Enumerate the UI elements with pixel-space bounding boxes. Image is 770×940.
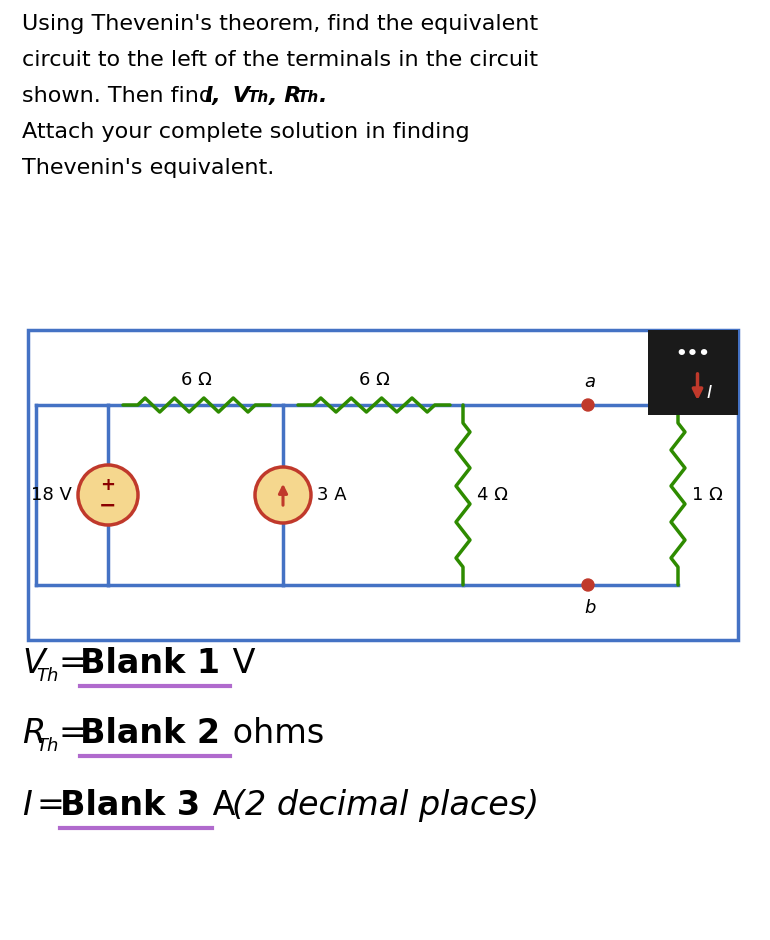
Text: +: + (101, 476, 116, 494)
Text: 1 Ω: 1 Ω (692, 486, 723, 504)
Text: 18 V: 18 V (31, 486, 72, 504)
Text: Th: Th (297, 90, 318, 105)
Text: I: I (22, 789, 32, 822)
Text: b: b (584, 599, 596, 617)
Text: R: R (22, 717, 45, 750)
Text: 3 A: 3 A (317, 486, 347, 504)
Text: =: = (58, 647, 86, 680)
Text: =: = (58, 717, 86, 750)
Circle shape (582, 399, 594, 411)
Text: Blank 3: Blank 3 (60, 789, 200, 822)
Text: Blank 2: Blank 2 (80, 717, 220, 750)
Text: Attach your complete solution in finding: Attach your complete solution in finding (22, 122, 470, 142)
Circle shape (255, 467, 311, 523)
Text: .: . (319, 86, 327, 106)
Text: Th: Th (36, 667, 59, 685)
Text: A: A (202, 789, 246, 822)
Text: V: V (222, 647, 256, 680)
Text: Using Thevenin's theorem, find the equivalent: Using Thevenin's theorem, find the equiv… (22, 14, 538, 34)
Text: ohms: ohms (222, 717, 324, 750)
Text: Th: Th (36, 737, 59, 755)
Text: (2 decimal places): (2 decimal places) (232, 789, 539, 822)
Text: shown. Then find: shown. Then find (22, 86, 220, 106)
Bar (28, 330, 738, 640)
Text: −: − (99, 496, 117, 516)
Bar (648, 330, 738, 415)
Text: Thevenin's equivalent.: Thevenin's equivalent. (22, 158, 274, 178)
Circle shape (78, 465, 138, 525)
Text: 6 Ω: 6 Ω (181, 371, 212, 389)
Text: •••: ••• (675, 345, 711, 363)
Text: 6 Ω: 6 Ω (359, 371, 390, 389)
Text: Blank 1: Blank 1 (80, 647, 220, 680)
Text: V: V (225, 86, 250, 106)
Text: V: V (22, 647, 45, 680)
Text: I,: I, (205, 86, 222, 106)
Circle shape (582, 579, 594, 591)
Text: 4 Ω: 4 Ω (477, 486, 508, 504)
Text: a: a (584, 373, 595, 391)
Text: , R: , R (269, 86, 303, 106)
Text: circuit to the left of the terminals in the circuit: circuit to the left of the terminals in … (22, 50, 538, 70)
Text: =: = (36, 789, 64, 822)
Text: Th: Th (247, 90, 268, 105)
Text: I: I (707, 384, 711, 402)
